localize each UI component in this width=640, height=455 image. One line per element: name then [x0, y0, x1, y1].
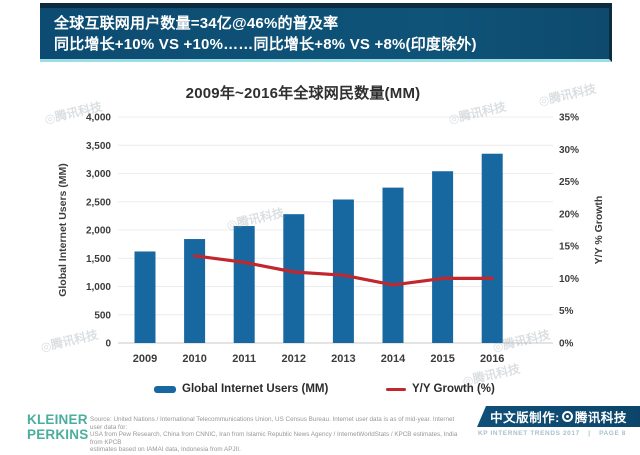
source-note: Source: United Nations / International T… — [90, 416, 462, 454]
logo-line2: PERKINS — [27, 427, 89, 442]
report-footer-note: KP INTERNET TRENDS 2017 | PAGE 8 — [478, 430, 638, 437]
y-axis-left-tick: 2,500 — [86, 197, 111, 208]
chart-legend: Global Internet Users (MM) Y/Y Growth (%… — [0, 381, 640, 399]
combo-chart: 0 500 1,000 1,500 2,000 2,500 3,000 3,500 4,000 0… — [57, 113, 605, 366]
y-axis-left-tick: 1,000 — [86, 282, 111, 293]
bar-2016 — [481, 153, 503, 343]
bar-2015 — [432, 171, 454, 343]
kleiner-perkins-logo: KLEINER PERKINS — [27, 412, 88, 442]
legend-swatch-users-icon — [154, 385, 176, 393]
bar-2009 — [134, 251, 156, 343]
legend-label-users: Global Internet Users (MM) — [182, 383, 329, 395]
headline-banner: 全球互联网用户数量=34亿@46%的普及率 同比增长+10% VS +10%……… — [40, 3, 612, 62]
headline-line2: 同比增长+10% VS +10%……同比增长+8% VS +8%(印度除外) — [54, 36, 477, 53]
y-axis-right-tick: 25% — [559, 177, 579, 188]
y-axis-right-tick: 35% — [559, 113, 579, 124]
x-axis-label-2010: 2010 — [182, 353, 206, 365]
y-axis-left-tick: 3,500 — [86, 141, 111, 152]
headline-line1: 全球互联网用户数量=34亿@46%的普及率 — [54, 15, 339, 32]
y-axis-left-tick: 500 — [94, 310, 111, 321]
x-axis-label-2012: 2012 — [282, 353, 306, 365]
y-axis-left-tick: 0 — [105, 339, 111, 350]
x-axis-label-2014: 2014 — [381, 353, 406, 365]
bar-2014 — [382, 187, 404, 343]
x-axis-label-2016: 2016 — [480, 353, 504, 365]
tencent-logo-icon — [561, 411, 573, 422]
footer-report-name: KP INTERNET TRENDS 2017 — [478, 430, 580, 437]
chart-title: 2009年~2016年全球网民数量(MM) — [185, 85, 421, 102]
source-line3: estimates based on IAMAI data, Indonesia… — [90, 446, 241, 454]
y-axis-right-tick: 5% — [559, 306, 574, 317]
y-axis-left-tick: 2,000 — [86, 226, 111, 237]
legend-item-growth: Y/Y Growth (%) — [386, 381, 495, 397]
y-axis-left-title: Global Internet Users (MM) — [57, 163, 69, 297]
y-axis-left-tick: 4,000 — [86, 113, 111, 124]
growth-line — [193, 254, 494, 287]
tencent-credit-prefix: 中文版制作: — [490, 411, 560, 425]
footer-separator: | — [588, 430, 591, 437]
bar-2011 — [233, 226, 255, 343]
tencent-brand-name: 腾讯科技 — [574, 411, 627, 425]
legend-swatch-growth-icon — [386, 387, 406, 391]
bar-2010 — [184, 239, 206, 343]
bar-2013 — [332, 199, 354, 343]
y-axis-right-tick: 20% — [559, 209, 579, 220]
y-axis-right-tick: 10% — [559, 274, 579, 285]
x-axis-label-2011: 2011 — [232, 353, 256, 365]
source-line1: Source: United Nations / International T… — [90, 416, 455, 431]
x-axis-label-2009: 2009 — [133, 353, 157, 365]
x-axis-label-2013: 2013 — [331, 353, 355, 365]
tencent-credit-banner: 中文版制作: 腾讯科技 — [477, 406, 640, 427]
y-axis-right-tick: 0% — [559, 339, 574, 350]
y-axis-left-tick: 1,500 — [86, 254, 111, 265]
y-axis-right-tick: 30% — [559, 145, 579, 156]
y-axis-right-title: Y/Y % Growth — [593, 196, 605, 265]
legend-item-users: Global Internet Users (MM) — [154, 381, 328, 397]
x-axis-label-2015: 2015 — [430, 353, 454, 365]
logo-line1: KLEINER — [27, 412, 88, 427]
bar-2012 — [283, 214, 305, 343]
source-line2: USA from Pew Research, China from CNNIC,… — [90, 431, 458, 446]
footer-page-number: PAGE 8 — [599, 430, 627, 437]
y-axis-left-tick: 3,000 — [86, 169, 111, 180]
legend-label-growth: Y/Y Growth (%) — [412, 383, 495, 395]
y-axis-right-tick: 15% — [559, 242, 579, 253]
